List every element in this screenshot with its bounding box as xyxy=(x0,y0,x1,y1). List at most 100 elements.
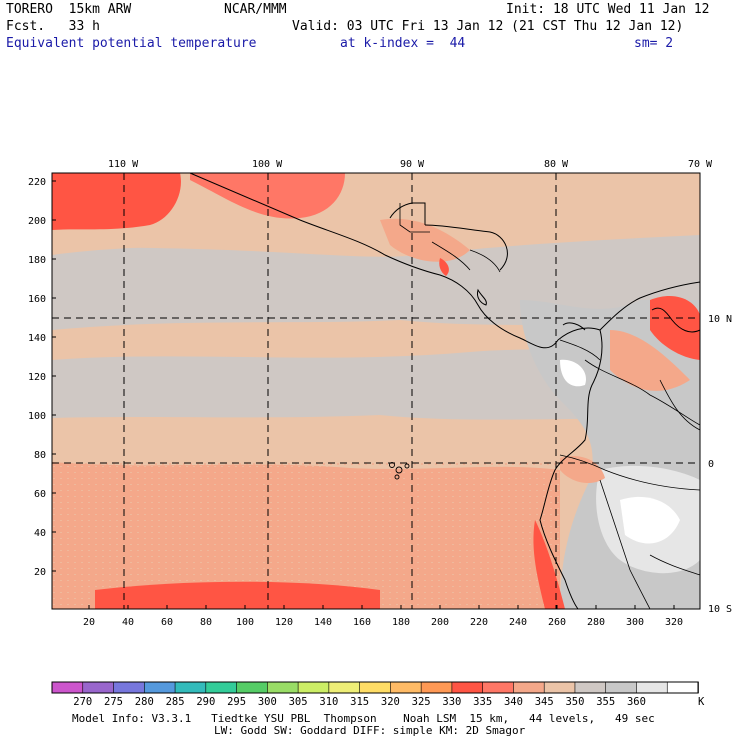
plot-frame xyxy=(51,172,701,610)
x-tick: 20 xyxy=(83,617,95,628)
colorbar-label: 280 xyxy=(135,696,154,708)
y-tick: 200 xyxy=(28,216,46,227)
x-tick: 100 xyxy=(236,617,254,628)
colorbar-label: 285 xyxy=(166,696,185,708)
x-tick: 180 xyxy=(392,617,410,628)
colorbar-label: 345 xyxy=(535,696,554,708)
model-info-line2: LW: Godd SW: Goddard DIFF: simple KM: 2D… xyxy=(214,724,526,737)
colorbar-swatch xyxy=(297,681,330,694)
init-time: Init: 18 UTC Wed 11 Jan 12 xyxy=(506,2,710,17)
galapagos-islands xyxy=(389,462,410,480)
colorbar-label: 275 xyxy=(104,696,123,708)
x-tick: 220 xyxy=(470,617,488,628)
x-tick: 160 xyxy=(353,617,371,628)
colorbar-label: 330 xyxy=(442,696,461,708)
colorbar-frame xyxy=(51,681,699,694)
colorbar-swatch xyxy=(267,681,299,694)
colorbar-swatch xyxy=(666,681,699,694)
colorbar-label: 320 xyxy=(381,696,400,708)
lon-label-110w: 110 W xyxy=(108,159,139,170)
map-figure: 110 W 100 W 90 W 80 W 70 W 10 N 0 10 S 2… xyxy=(28,159,732,628)
colorbar-swatch xyxy=(328,681,361,694)
lon-label-100w: 100 W xyxy=(252,159,283,170)
forecast-hour: Fcst. 33 h xyxy=(6,19,100,34)
colorbar: 270 275 280 285 290 295 300 305 310 315 320 325 330 3… xyxy=(51,681,705,708)
colorbar-label: 335 xyxy=(473,696,492,708)
lon-label-70w: 70 W xyxy=(688,159,713,170)
colorbar-swatch xyxy=(236,681,269,694)
y-tick: 120 xyxy=(28,372,46,383)
colorbar-swatch xyxy=(482,681,515,694)
colorbar-swatch xyxy=(390,681,422,694)
x-tick: 60 xyxy=(161,617,173,628)
colorbar-swatch xyxy=(143,681,176,694)
lat-label-10n: 10 N xyxy=(708,314,732,325)
lat-label-0: 0 xyxy=(708,459,714,470)
lat-lon-grid xyxy=(52,173,700,609)
colorbar-labels: 270 275 280 285 290 295 300 305 310 315 320 325 330 3… xyxy=(73,696,646,708)
country-borders xyxy=(399,203,701,610)
y-tick: 80 xyxy=(34,450,46,461)
x-tick: 300 xyxy=(626,617,644,628)
y-tick: 100 xyxy=(28,411,46,422)
field-shading xyxy=(52,173,700,609)
y-tick: 220 xyxy=(28,177,46,188)
colorbar-swatches xyxy=(51,681,699,694)
field-name: Equivalent potential temperature xyxy=(6,36,257,51)
colorbar-label: 310 xyxy=(319,696,338,708)
y-tick: 160 xyxy=(28,294,46,305)
colorbar-label: 340 xyxy=(504,696,523,708)
frame-ticks xyxy=(52,180,675,609)
colorbar-swatch xyxy=(605,681,638,694)
colorbar-label: 360 xyxy=(627,696,646,708)
colorbar-label: 315 xyxy=(350,696,369,708)
colorbar-swatch xyxy=(51,681,84,694)
colorbar-label: 270 xyxy=(73,696,92,708)
y-tick: 60 xyxy=(34,489,46,500)
colorbar-swatch xyxy=(113,681,146,694)
x-tick: 260 xyxy=(548,617,566,628)
y-index-labels: 220 200 180 160 140 120 100 80 60 40 20 xyxy=(28,177,46,578)
x-tick: 320 xyxy=(665,617,683,628)
y-tick: 40 xyxy=(34,528,46,539)
x-tick: 80 xyxy=(200,617,212,628)
y-tick: 20 xyxy=(34,567,46,578)
lon-label-90w: 90 W xyxy=(400,159,425,170)
colorbar-label: 355 xyxy=(596,696,615,708)
valid-time: Valid: 03 UTC Fri 13 Jan 12 (21 CST Thu … xyxy=(292,19,684,34)
colorbar-label: 295 xyxy=(227,696,246,708)
colorbar-swatch xyxy=(451,681,484,694)
colorbar-swatch xyxy=(82,681,115,694)
colorbar-label: 350 xyxy=(565,696,584,708)
colorbar-swatch xyxy=(574,681,607,694)
x-tick: 240 xyxy=(509,617,527,628)
y-tick: 180 xyxy=(28,255,46,266)
x-index-labels: 20 40 60 80 100 120 140 160 180 200 220 … xyxy=(83,617,683,628)
model-name: TORERO 15km ARW xyxy=(6,2,132,17)
colorbar-swatch xyxy=(513,681,545,694)
x-tick: 40 xyxy=(122,617,134,628)
colorbar-swatch xyxy=(205,681,238,694)
colorbar-swatch xyxy=(359,681,392,694)
x-tick: 280 xyxy=(587,617,605,628)
colorbar-label: 305 xyxy=(289,696,308,708)
colorbar-swatch xyxy=(174,681,207,694)
y-tick: 140 xyxy=(28,333,46,344)
colorbar-label: 300 xyxy=(258,696,277,708)
colorbar-swatch xyxy=(543,681,576,694)
colorbar-label: 325 xyxy=(412,696,431,708)
x-tick: 140 xyxy=(314,617,332,628)
organization: NCAR/MMM xyxy=(224,2,287,17)
model-info-line1: Model Info: V3.3.1 Tiedtke YSU PBL Thomp… xyxy=(72,712,655,725)
level-info: at k-index = 44 xyxy=(340,36,466,51)
colorbar-label: 290 xyxy=(196,696,215,708)
colorbar-unit: K xyxy=(698,696,705,708)
smoothing-info: sm= 2 xyxy=(634,36,674,51)
lon-label-80w: 80 W xyxy=(544,159,569,170)
x-tick: 200 xyxy=(431,617,449,628)
lat-label-10s: 10 S xyxy=(708,604,732,615)
coastlines xyxy=(189,172,701,610)
colorbar-swatch xyxy=(420,681,453,694)
colorbar-swatch xyxy=(636,681,669,694)
x-tick: 120 xyxy=(275,617,293,628)
